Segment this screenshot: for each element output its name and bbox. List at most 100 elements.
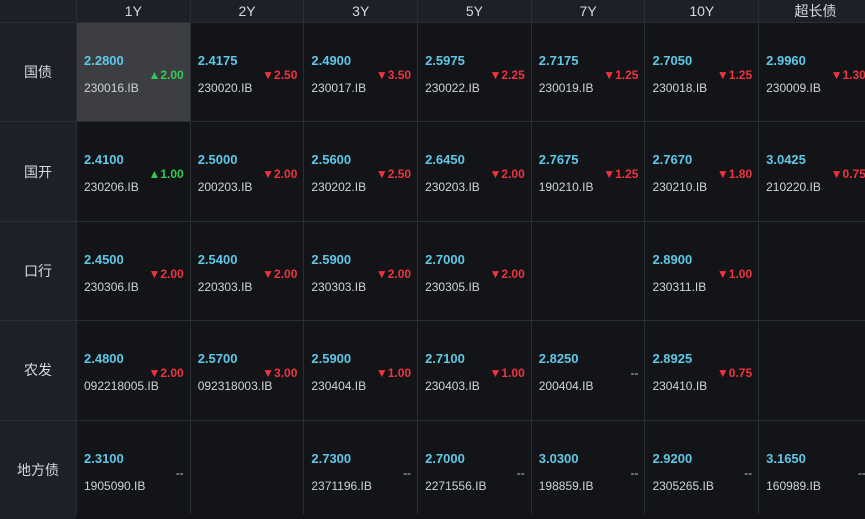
quote-cell[interactable]: 2.4900 230017.IB ▼3.50: [304, 23, 418, 122]
bond-code: 230410.IB: [652, 379, 708, 394]
yield-value: 3.0425: [766, 152, 806, 168]
yield-value: 2.5400: [197, 251, 238, 267]
quote-cell[interactable]: 2.7300 2371196.IB --: [304, 420, 418, 519]
yield-value: 2.5975: [425, 53, 465, 68]
quote-cell[interactable]: 2.4800 092218005.IB ▼2.00: [77, 321, 190, 420]
bond-code: 230018.IB: [652, 81, 708, 95]
bond-code: 198859.IB: [538, 478, 594, 493]
bond-code: 230305.IB: [425, 279, 480, 294]
quote-cell[interactable]: 2.7000 2271556.IB --: [418, 420, 531, 519]
column-header-1y: 1Y: [77, 0, 190, 22]
change-value: ▼1.25: [603, 68, 639, 82]
quote-cell[interactable]: 2.5400 220303.IB ▼2.00: [190, 221, 304, 321]
quote-cell[interactable]: 2.9960 230009.IB ▼1.30: [759, 23, 865, 122]
change-value: ▼3.00: [262, 366, 298, 381]
change-value: ▼0.75: [716, 366, 753, 381]
change-value: ▼2.00: [375, 266, 412, 281]
quote-cell[interactable]: 2.7675 190210.IB ▼1.25: [531, 122, 645, 221]
yield-value: 2.7000: [425, 251, 465, 267]
quote-cell[interactable]: 2.5000 200203.IB ▼2.00: [190, 122, 304, 221]
column-header-7y: 7Y: [531, 0, 645, 22]
change-value: ▼1.30: [830, 68, 865, 82]
yield-value: 2.7175: [538, 53, 579, 68]
quote-cell[interactable]: 2.5900 230303.IB ▼2.00: [304, 221, 418, 321]
change-value: ▼1.25: [603, 167, 639, 182]
yield-value: 3.0300: [538, 450, 579, 466]
bond-code: 092218005.IB: [84, 379, 159, 394]
bond-code: 092318003.IB: [197, 379, 273, 394]
change-value: --: [630, 366, 639, 381]
bond-code: 230306.IB: [84, 279, 139, 294]
bond-code: 230210.IB: [652, 180, 708, 195]
quote-cell[interactable]: 2.4100 230206.IB ▲1.00: [77, 122, 190, 221]
yield-value: 2.4175: [197, 53, 238, 68]
quote-cell[interactable]: 2.7670 230210.IB ▼1.80: [645, 122, 759, 221]
quote-cell[interactable]: 2.7175 230019.IB ▼1.25: [531, 23, 645, 122]
change-value: ▲2.00: [148, 68, 184, 82]
change-value: ▼2.00: [262, 266, 298, 281]
change-value: ▼1.00: [489, 366, 525, 381]
change-value: ▼1.00: [716, 266, 753, 281]
bond-code: 230019.IB: [538, 81, 594, 95]
bond-code: 1905090.IB: [84, 478, 146, 493]
quote-cell[interactable]: 2.2800 230016.IB ▲2.00: [77, 23, 190, 122]
yield-value: 2.4100: [84, 152, 124, 168]
quote-cell[interactable]: 2.4175 230020.IB ▼2.50: [190, 23, 304, 122]
yield-value: 2.7000: [425, 450, 465, 466]
change-value: --: [857, 465, 865, 480]
yield-value: 2.7670: [652, 152, 693, 168]
change-value: --: [744, 465, 753, 480]
header-corner: [0, 0, 76, 22]
quote-cell[interactable]: 2.9200 2305265.IB --: [645, 420, 759, 519]
change-value: ▼2.50: [375, 167, 412, 182]
row-header: 农发: [0, 321, 76, 420]
quote-cell[interactable]: 2.8900 230311.IB ▼1.00: [645, 221, 759, 321]
bond-code: 190210.IB: [538, 180, 594, 195]
quote-cell[interactable]: 2.5600 230202.IB ▼2.50: [304, 122, 418, 221]
change-value: ▼2.00: [148, 266, 184, 281]
yield-value: 2.2800: [84, 53, 124, 68]
bond-code: 230311.IB: [652, 279, 707, 294]
bond-code: 230017.IB: [311, 81, 367, 95]
quote-cell[interactable]: 3.0300 198859.IB --: [531, 420, 645, 519]
quote-cell[interactable]: 2.8925 230410.IB ▼0.75: [645, 321, 759, 420]
change-value: ▼2.25: [489, 68, 525, 82]
quote-cell[interactable]: 2.7050 230018.IB ▼1.25: [645, 23, 759, 122]
change-value: --: [175, 465, 184, 480]
empty-quote-cell: [759, 321, 865, 420]
quote-cell[interactable]: 2.7100 230403.IB ▼1.00: [418, 321, 531, 420]
row-header: 国债: [0, 23, 76, 122]
yield-value: 2.7100: [425, 351, 465, 367]
change-value: ▼2.00: [262, 167, 298, 182]
change-value: ▼1.80: [716, 167, 753, 182]
quote-cell[interactable]: 2.3100 1905090.IB --: [77, 420, 190, 519]
quote-cell[interactable]: 3.1650 160989.IB --: [759, 420, 865, 519]
quote-cell[interactable]: 2.5900 230404.IB ▼1.00: [304, 321, 418, 420]
empty-quote-cell: [759, 221, 865, 321]
column-header-5y: 5Y: [418, 0, 531, 22]
quote-cell[interactable]: 2.8250 200404.IB --: [531, 321, 645, 420]
quote-cell[interactable]: 2.6450 230203.IB ▼2.00: [418, 122, 531, 221]
bond-code: 2371196.IB: [311, 478, 372, 493]
quote-cell[interactable]: 2.5700 092318003.IB ▼3.00: [190, 321, 304, 420]
column-header-2y: 2Y: [190, 0, 304, 22]
bond-code: 160989.IB: [766, 478, 821, 493]
empty-quote-cell: [190, 420, 304, 519]
column-header-10y: 10Y: [645, 0, 759, 22]
bond-code: 230404.IB: [311, 379, 367, 394]
yield-value: 2.6450: [425, 152, 465, 168]
column-header-ultra-long: 超长债: [759, 0, 865, 22]
yield-value: 2.9960: [766, 53, 806, 68]
yield-value: 2.5600: [311, 152, 352, 168]
quote-cell[interactable]: 2.7000 230305.IB ▼2.00: [418, 221, 531, 321]
change-value: ▼0.75: [830, 167, 865, 182]
row-header: 地方债: [0, 420, 76, 519]
yield-value: 2.4500: [84, 251, 124, 267]
bond-code: 200203.IB: [197, 180, 253, 195]
change-value: ▼2.50: [262, 68, 298, 82]
quote-cell[interactable]: 2.4500 230306.IB ▼2.00: [77, 221, 190, 321]
quote-cell[interactable]: 3.0425 210220.IB ▼0.75: [759, 122, 865, 221]
change-value: --: [403, 465, 412, 480]
quote-cell[interactable]: 2.5975 230022.IB ▼2.25: [418, 23, 531, 122]
